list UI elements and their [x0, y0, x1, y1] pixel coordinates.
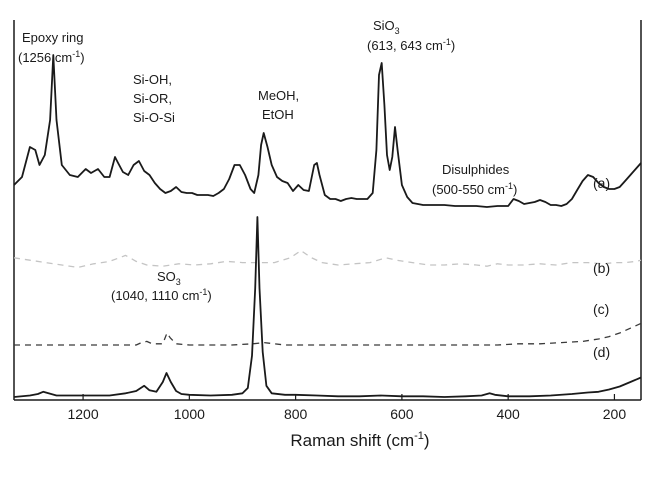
series-line-d — [13, 216, 642, 398]
x-axis-title: Raman shift (cm-1) — [290, 430, 429, 450]
annotation-sio3-main: SiO — [373, 18, 395, 33]
annotation-disulphides: Disulphides (500-550 cm-1) — [432, 162, 517, 197]
series-layer — [13, 54, 642, 398]
annotation-epoxy-line1: Epoxy ring — [22, 30, 83, 45]
annotation-disulph-sup: -1 — [505, 181, 513, 191]
x-tick-label: 1000 — [174, 406, 205, 422]
annotation-si-oh: Si-OH, — [133, 72, 172, 87]
annotation-disulph-line1: Disulphides — [442, 162, 510, 177]
annotation-sio3: SiO3 (613, 643 cm-1) — [367, 18, 455, 53]
trace-label-d: (d) — [593, 344, 610, 360]
annotation-sio3-sub: 3 — [395, 26, 400, 36]
annotation-so3-formula: SO3 — [157, 269, 181, 287]
annotation-sio3-line2: (613, 643 cm — [367, 38, 443, 53]
annotation-alcohols: MeOH, EtOH — [258, 88, 299, 122]
annotation-epoxy-ring: Epoxy ring (1256 cm-1) — [18, 30, 85, 65]
x-tick-label: 1200 — [67, 406, 98, 422]
annotation-disulph-close: ) — [513, 182, 517, 197]
trace-label-b: (b) — [593, 260, 610, 276]
series-line-b — [13, 249, 642, 269]
annotation-sio3-wavenumbers: (613, 643 cm-1) — [367, 37, 455, 53]
plot-frame — [13, 20, 642, 401]
annotation-si-groups: Si-OH, Si-OR, Si-O-Si — [133, 72, 175, 125]
annotation-epoxy-line2: (1256 cm-1) — [18, 49, 85, 65]
annotation-so3-line2: (1040, 1110 cm — [111, 288, 199, 303]
x-axis-title-sup: -1 — [414, 430, 424, 442]
annotation-sio3-formula: SiO3 — [373, 18, 400, 36]
x-axis-title-main: Raman shift (cm — [290, 431, 414, 450]
x-tick-layer: 1200 1000 800 600 400 200 — [67, 394, 626, 422]
trace-label-a: (a) — [593, 175, 610, 191]
annotation-so3-sup: -1 — [199, 287, 207, 297]
annotation-so3-sub: 3 — [176, 277, 181, 287]
annotation-si-o-si: Si-O-Si — [133, 110, 175, 125]
annotation-sio3-sup: -1 — [443, 37, 451, 47]
annotation-so3-main: SO — [157, 269, 176, 284]
annotation-epoxy-wavenumber: (1256 cm — [18, 50, 72, 65]
annotation-epoxy-close: ) — [80, 50, 84, 65]
x-tick-label: 200 — [603, 406, 627, 422]
annotation-so3-close: ) — [207, 288, 211, 303]
series-line-c — [14, 322, 642, 346]
annotation-disulph-line2: (500-550 cm-1) — [432, 181, 517, 197]
x-axis-title-close: ) — [424, 431, 430, 450]
annotation-si-or: Si-OR, — [133, 91, 172, 106]
annotation-so3-wavenumbers: (1040, 1110 cm-1) — [111, 287, 212, 303]
annotation-disulph-range: (500-550 cm — [432, 182, 505, 197]
annotation-sio3-close: ) — [451, 38, 455, 53]
trace-label-c: (c) — [593, 301, 609, 317]
annotation-etoh: EtOH — [262, 107, 294, 122]
annotation-so3: SO3 (1040, 1110 cm-1) — [111, 269, 212, 303]
x-tick-label: 400 — [496, 406, 520, 422]
x-tick-label: 600 — [390, 406, 414, 422]
series-line-a — [13, 54, 642, 208]
x-tick-label: 800 — [284, 406, 308, 422]
annotation-epoxy-sup: -1 — [72, 49, 80, 59]
annotation-meoh: MeOH, — [258, 88, 299, 103]
